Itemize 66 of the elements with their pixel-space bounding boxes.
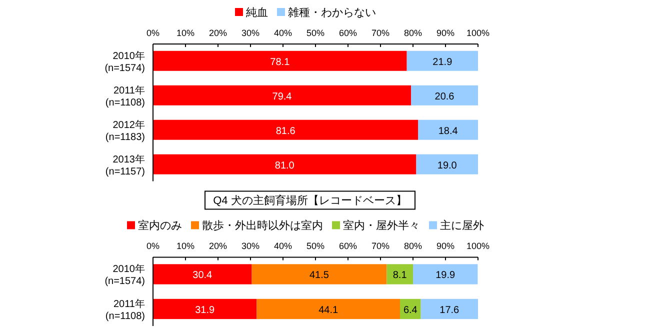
bar bbox=[153, 120, 418, 140]
x-tick-label: 0% bbox=[146, 241, 160, 252]
y-tick-label: 2010年 (n=1574) bbox=[104, 263, 145, 288]
x-tick-label: 40% bbox=[274, 28, 292, 38]
legend-label: 主に屋外 bbox=[440, 219, 484, 232]
legend-label: 散歩・外出時以外は室内 bbox=[202, 219, 323, 232]
bar bbox=[153, 298, 257, 320]
data-label: 20.6 bbox=[434, 91, 455, 102]
x-tick-label: 60% bbox=[338, 28, 358, 38]
x-tick-label: 10% bbox=[176, 28, 195, 38]
bar bbox=[153, 154, 416, 174]
legend-label: 雑種・わからない bbox=[288, 7, 376, 19]
x-tick-label: 90% bbox=[436, 28, 455, 38]
y-tick-label: 2011年 (n=1108) bbox=[105, 84, 145, 108]
data-label: 17.6 bbox=[440, 304, 460, 316]
bar bbox=[411, 85, 478, 106]
bar bbox=[420, 298, 478, 320]
x-tick-label: 80% bbox=[404, 241, 422, 252]
bar bbox=[256, 298, 400, 320]
x-tick-label: 50% bbox=[306, 241, 325, 252]
data-label: 6.4 bbox=[403, 304, 418, 316]
bar bbox=[153, 85, 412, 106]
legend-label: 室内のみ bbox=[138, 219, 182, 232]
bar bbox=[416, 154, 478, 174]
data-label: 30.4 bbox=[192, 270, 213, 282]
y-tick-label: 2011年 (n=1108) bbox=[105, 298, 145, 322]
x-tick-label: 20% bbox=[208, 28, 228, 38]
y-tick-label: 2013年 (n=1157) bbox=[105, 153, 145, 178]
bar bbox=[418, 120, 478, 140]
x-tick-label: 60% bbox=[338, 241, 358, 252]
x-tick-label: 30% bbox=[241, 241, 260, 252]
x-tick-label: 40% bbox=[274, 241, 292, 252]
x-tick-label: 20% bbox=[208, 241, 228, 252]
bar bbox=[413, 264, 478, 284]
bar bbox=[153, 50, 407, 71]
x-tick-label: 70% bbox=[371, 241, 390, 252]
legend-label: 室内・屋外半々 bbox=[343, 219, 420, 232]
x-tick-label: 80% bbox=[404, 28, 422, 38]
x-tick-label: 10% bbox=[176, 241, 195, 252]
data-label: 19.9 bbox=[436, 270, 456, 282]
bar bbox=[153, 264, 252, 284]
data-label: 81.0 bbox=[274, 160, 295, 172]
x-tick-label: 100% bbox=[466, 28, 490, 38]
data-label: 19.0 bbox=[437, 160, 458, 172]
x-tick-label: 100% bbox=[466, 241, 490, 252]
bar bbox=[406, 50, 478, 71]
data-label: 78.1 bbox=[270, 56, 290, 68]
data-label: 31.9 bbox=[195, 304, 216, 316]
data-label: 41.5 bbox=[310, 270, 330, 282]
legend-label: 純血 bbox=[246, 7, 268, 19]
data-label: 81.6 bbox=[276, 126, 296, 137]
y-tick-label: 2010年 (n=1574) bbox=[104, 50, 145, 74]
chart-title: Q4 犬の主飼育場所【レコードベース】 bbox=[213, 194, 407, 208]
x-tick-label: 30% bbox=[241, 28, 260, 38]
data-label: 44.1 bbox=[318, 304, 339, 316]
bar bbox=[252, 264, 387, 284]
data-label: 8.1 bbox=[392, 270, 408, 282]
y-tick-label: 2012年 (n=1183) bbox=[105, 118, 145, 143]
x-tick-label: 70% bbox=[371, 28, 390, 38]
data-label: 21.9 bbox=[432, 56, 453, 68]
x-tick-label: 90% bbox=[436, 241, 455, 252]
bar bbox=[386, 264, 413, 284]
x-tick-label: 0% bbox=[146, 28, 160, 38]
data-label: 18.4 bbox=[438, 126, 458, 137]
x-tick-label: 50% bbox=[306, 28, 325, 38]
data-label: 79.4 bbox=[272, 91, 292, 102]
